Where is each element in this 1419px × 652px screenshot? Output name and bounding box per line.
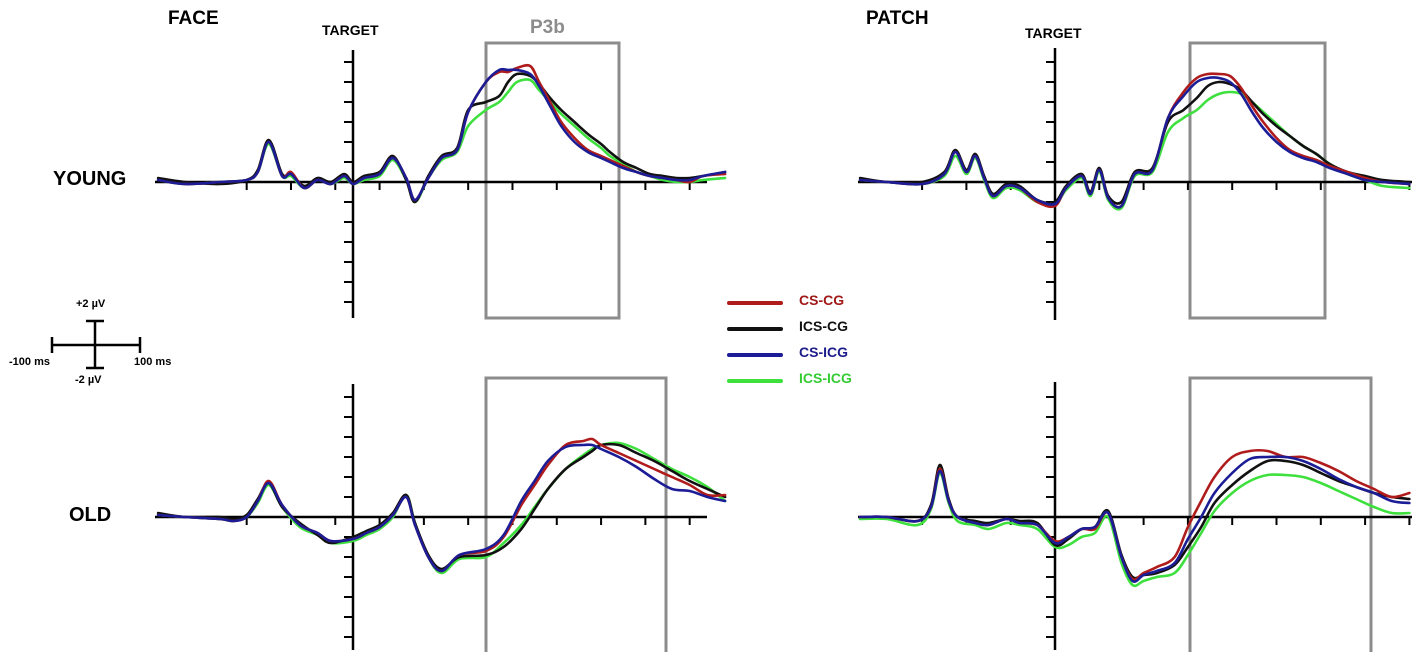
- legend-text-ics-icg: ICS-ICG: [799, 370, 852, 386]
- series-line-ics-icg: [156, 78, 727, 204]
- series-line-cs-icg: [858, 455, 1411, 583]
- legend-swatch-ics-icg: [727, 379, 783, 383]
- legend-swatch-ics-cg: [727, 327, 783, 331]
- young-row-label: YOUNG: [53, 168, 127, 190]
- series-line-cs-cg: [858, 72, 1411, 209]
- legend-swatch-cs-cg: [727, 301, 783, 305]
- legend: CS-CG ICS-CG CS-ICG ICS-ICG: [727, 292, 887, 402]
- scale-bar-right-label: 100 ms: [134, 356, 172, 368]
- scale-bar-minus-label: -2 µV: [75, 374, 102, 386]
- series-line-cs-icg: [156, 67, 727, 202]
- erp-panel-1: [155, 41, 727, 320]
- p3b-window-box: [484, 376, 668, 652]
- scale-bar-lines: [50, 319, 142, 370]
- erp-panel-4: [858, 376, 1412, 652]
- legend-swatch-cs-icg: [727, 353, 783, 357]
- series-line-cs-icg: [156, 443, 727, 573]
- erp-panel-3: [155, 376, 727, 652]
- erp-panel-2: [858, 41, 1412, 320]
- p3b-window-box: [1188, 376, 1373, 652]
- face-column-title: FACE: [168, 8, 219, 29]
- patch-column-title: PATCH: [866, 8, 929, 29]
- face-target-label: TARGET: [322, 22, 379, 38]
- p3b-window-box: [1188, 41, 1327, 320]
- p3b-window-label: P3b: [530, 17, 565, 38]
- old-row-label: OLD: [69, 504, 112, 526]
- series-line-cs-cg: [156, 437, 727, 573]
- p3b-window-box: [484, 41, 621, 320]
- series-line-ics-cg: [858, 80, 1411, 205]
- scale-bar-left-label: -100 ms: [9, 356, 50, 368]
- legend-text-cs-cg: CS-CG: [799, 292, 845, 308]
- legend-text-ics-cg: ICS-CG: [799, 318, 848, 334]
- series-line-ics-icg: [858, 471, 1411, 588]
- series-line-cs-icg: [858, 76, 1411, 209]
- scale-bar-plus-label: +2 µV: [76, 298, 106, 310]
- scale-bar: +2 µV -2 µV -100 ms 100 ms: [0, 296, 200, 388]
- series-line-ics-icg: [858, 90, 1411, 211]
- patch-target-label: TARGET: [1025, 25, 1082, 41]
- legend-text-cs-icg: CS-ICG: [799, 344, 848, 360]
